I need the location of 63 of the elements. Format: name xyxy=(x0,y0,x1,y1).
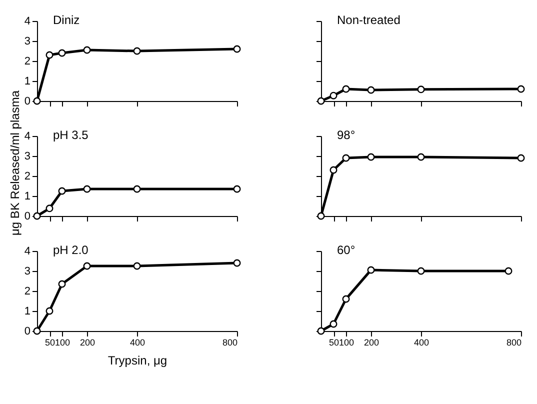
y-tick-label: 3 xyxy=(24,266,30,278)
x-tick-label: 800 xyxy=(222,338,238,348)
y-tick-label: 4 xyxy=(24,130,30,142)
point xyxy=(367,266,375,274)
x-tick-label: 200 xyxy=(80,338,96,348)
point xyxy=(417,267,425,275)
point xyxy=(133,47,141,55)
point xyxy=(504,267,512,275)
point xyxy=(46,204,54,212)
point xyxy=(517,154,525,162)
y-tick-label: 1 xyxy=(24,190,30,202)
point xyxy=(233,185,241,193)
point xyxy=(342,154,350,162)
y-tick-label: 0 xyxy=(24,96,30,108)
chart-title: Diniz xyxy=(53,13,80,27)
chart-title: pH 2.0 xyxy=(53,243,89,257)
point xyxy=(342,295,350,303)
x-tick-label: 100 xyxy=(54,338,70,348)
x-tick-label: 200 xyxy=(364,338,380,348)
point xyxy=(133,262,141,270)
point xyxy=(367,153,375,161)
chart-title: pH 3.5 xyxy=(53,128,89,142)
point xyxy=(330,166,338,174)
y-tick-label: 2 xyxy=(24,286,30,298)
point xyxy=(58,49,66,57)
chart-title: Non-treated xyxy=(337,13,400,27)
y-tick-label: 0 xyxy=(24,210,30,222)
point xyxy=(83,262,91,270)
point xyxy=(46,51,54,59)
point xyxy=(330,92,338,100)
chart-title: 60° xyxy=(337,243,356,257)
point xyxy=(330,320,338,328)
point xyxy=(46,307,54,315)
y-tick-label: 3 xyxy=(24,36,30,48)
x-tick-label: 50 xyxy=(44,338,56,348)
point xyxy=(233,259,241,267)
y-tick-label: 2 xyxy=(24,56,30,68)
point xyxy=(58,187,66,195)
point xyxy=(58,280,66,288)
point xyxy=(367,86,375,94)
chart-title: 98° xyxy=(337,128,356,142)
x-tick-label: 50 xyxy=(328,338,340,348)
y-tick-label: 4 xyxy=(24,246,30,258)
point xyxy=(417,86,425,94)
x-tick-label: 800 xyxy=(506,338,522,348)
x-tick-label: 400 xyxy=(130,338,146,348)
point xyxy=(83,46,91,54)
x-axis-title: Trypsin, μg xyxy=(108,354,168,368)
y-tick-label: 1 xyxy=(24,306,30,318)
y-tick-label: 0 xyxy=(24,326,30,338)
y-tick-label: 4 xyxy=(24,16,30,28)
point xyxy=(517,85,525,93)
y-axis-title: μg BK Released/ml plasma xyxy=(8,90,22,236)
x-tick-label: 100 xyxy=(338,338,354,348)
y-tick-label: 1 xyxy=(24,76,30,88)
point xyxy=(417,153,425,161)
point xyxy=(83,185,91,193)
point xyxy=(233,45,241,53)
point xyxy=(342,85,350,93)
y-tick-label: 3 xyxy=(24,150,30,162)
x-tick-label: 400 xyxy=(414,338,430,348)
y-tick-label: 2 xyxy=(24,170,30,182)
point xyxy=(133,185,141,193)
